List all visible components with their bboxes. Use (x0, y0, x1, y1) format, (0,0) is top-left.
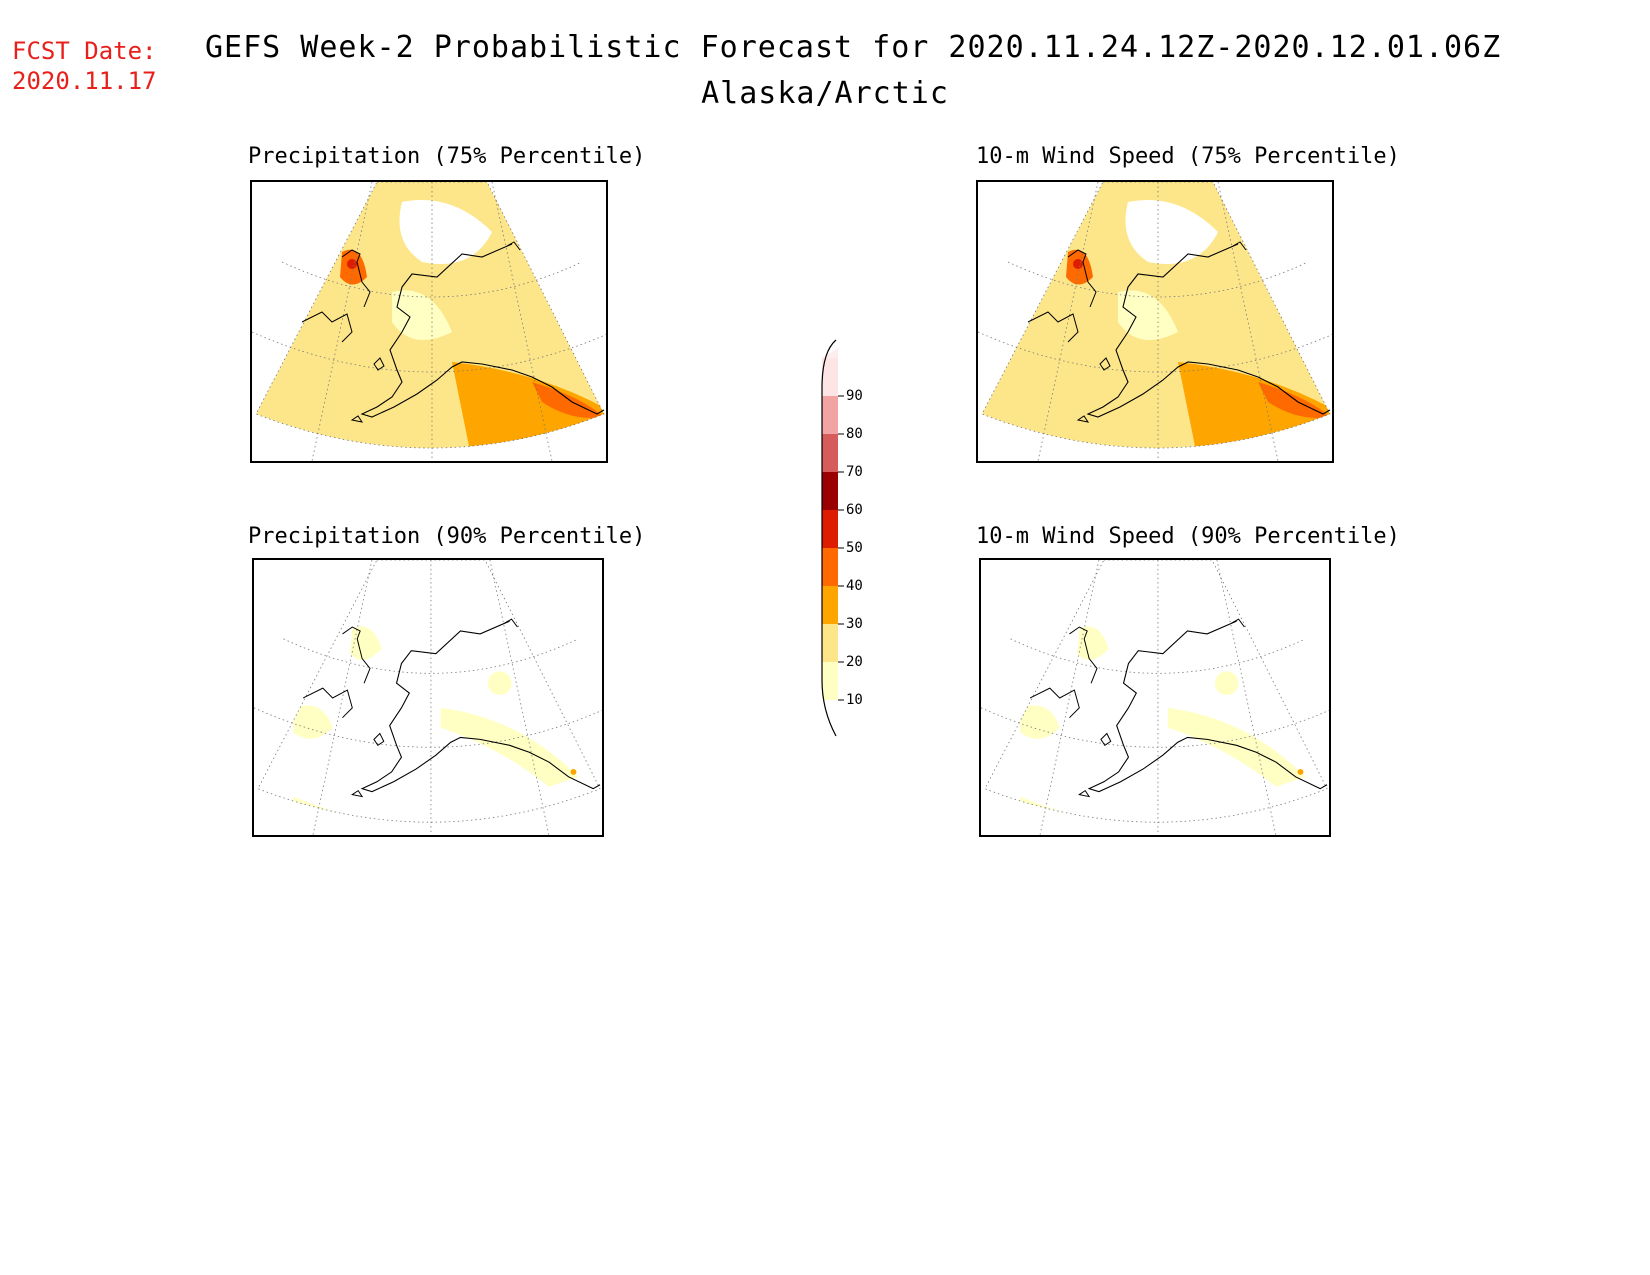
colorbar-segment (822, 548, 838, 586)
coastline (360, 243, 605, 418)
graticule-line (1216, 560, 1277, 835)
coastline (342, 626, 371, 684)
probability-fill (440, 707, 579, 787)
coastline (302, 687, 353, 719)
probability-fill (570, 768, 577, 775)
coastline (360, 620, 601, 793)
probability-fill (1118, 290, 1178, 340)
colorbar-tick-label: 10 (846, 692, 863, 708)
panel-title-precip-90: Precipitation (90% Percentile) (248, 524, 646, 549)
island (351, 789, 364, 798)
coastline (301, 311, 353, 343)
colorbar-segment (822, 624, 838, 662)
map-wind-90 (979, 558, 1331, 837)
island (1076, 415, 1090, 423)
graticule-line (1039, 560, 1100, 835)
coastline (1069, 626, 1098, 684)
colorbar-tick-label: 90 (846, 388, 863, 404)
coastline (1067, 249, 1097, 308)
island (373, 357, 385, 371)
coastline (1231, 618, 1245, 628)
graticule-line (281, 261, 583, 298)
coastline (504, 618, 518, 628)
coastline (1087, 620, 1328, 793)
coastline (1029, 687, 1080, 719)
island (1099, 357, 1111, 371)
probability-colorbar: 10 20 30 40 50 60 70 80 90 (820, 330, 900, 750)
probability-fill (347, 259, 357, 269)
probability-fill (1125, 200, 1218, 264)
map-precip-90 (252, 558, 604, 837)
probability-fill (1020, 796, 1306, 823)
panel-title-wind-75: 10-m Wind Speed (75% Percentile) (976, 144, 1400, 169)
graticule-line (312, 560, 373, 835)
probability-fill (293, 796, 579, 823)
coastline (341, 249, 371, 308)
forecast-date-label: FCST Date: 2020.11.17 (12, 36, 157, 96)
colorbar-tick-label: 70 (846, 464, 863, 480)
colorbar-segment (822, 358, 838, 396)
panel-title-wind-90: 10-m Wind Speed (90% Percentile) (976, 524, 1400, 549)
probability-fill (1073, 259, 1083, 269)
graticule-line (1007, 261, 1309, 298)
colorbar-top-tip (822, 348, 838, 358)
colorbar-tick-label: 20 (846, 654, 863, 670)
colorbar-outline (821, 339, 837, 737)
fcst-date-text: 2020.11.17 (12, 67, 157, 95)
probability-fill (293, 705, 333, 739)
probability-fill (1020, 705, 1060, 739)
graticule-line (1010, 638, 1306, 674)
figure-subtitle: Alaska/Arctic (701, 76, 949, 111)
colorbar-segment (822, 662, 838, 700)
island (1100, 732, 1112, 746)
colorbar-segment (822, 434, 838, 472)
probability-fill (392, 290, 452, 340)
colorbar-segment (822, 472, 838, 510)
colorbar-tick-label: 80 (846, 426, 863, 442)
map-wind-75 (976, 180, 1334, 463)
graticule-line (283, 638, 579, 674)
island (350, 415, 364, 423)
island (373, 732, 385, 746)
probability-fill (1167, 707, 1306, 787)
colorbar-segment (822, 586, 838, 624)
island (1078, 789, 1091, 798)
coastline (1232, 241, 1247, 251)
probability-fill (1214, 671, 1239, 696)
coastline (1086, 243, 1331, 418)
colorbar-segment (822, 396, 838, 434)
graticule-line (489, 560, 550, 835)
map-precip-75 (250, 180, 608, 463)
coastline (1027, 311, 1079, 343)
colorbar-tick-label: 50 (846, 540, 863, 556)
probability-fill (487, 671, 512, 696)
fcst-label-text: FCST Date: (12, 37, 157, 65)
panel-title-precip-75: Precipitation (75% Percentile) (248, 144, 646, 169)
colorbar-tick-label: 60 (846, 502, 863, 518)
probability-fill (350, 626, 382, 660)
probability-fill (1077, 626, 1109, 660)
colorbar-tick-label: 40 (846, 578, 863, 594)
coastline (506, 241, 521, 251)
figure-title: GEFS Week-2 Probabilistic Forecast for 2… (205, 30, 1502, 65)
colorbar-segment (822, 510, 838, 548)
probability-fill (1297, 768, 1304, 775)
colorbar-tick-label: 30 (846, 616, 863, 632)
probability-fill (399, 200, 492, 264)
